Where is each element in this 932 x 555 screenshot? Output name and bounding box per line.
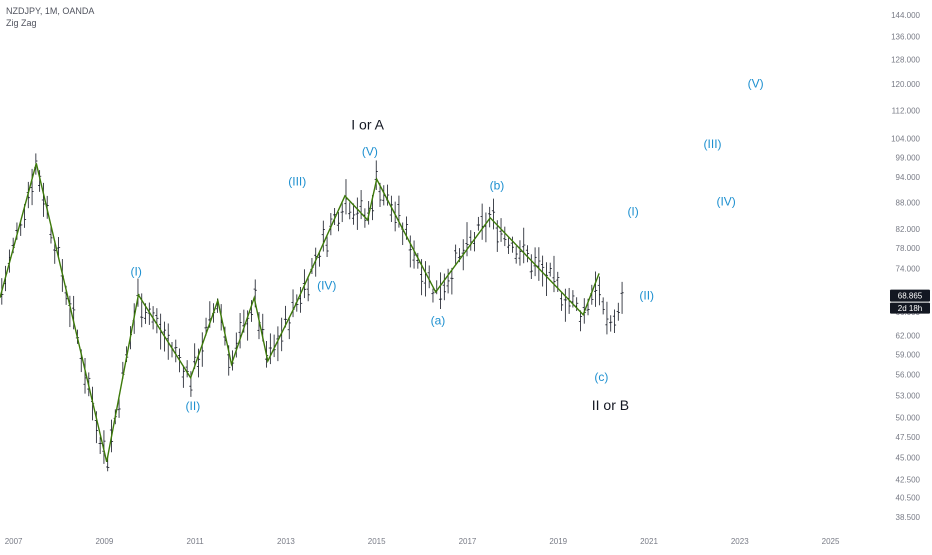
symbol-line: NZDJPY, 1M, OANDA bbox=[6, 6, 95, 16]
y-tick-label: 112.000 bbox=[892, 107, 921, 116]
y-tick-label: 59.000 bbox=[896, 350, 921, 359]
zigzag-line bbox=[0, 163, 600, 463]
y-tick-label: 120.000 bbox=[891, 80, 920, 89]
countdown-value: 2d 18h bbox=[898, 304, 922, 313]
x-tick-label: 2023 bbox=[731, 537, 749, 546]
y-tick-label: 74.000 bbox=[896, 264, 921, 273]
x-tick-label: 2017 bbox=[459, 537, 477, 546]
y-tick-label: 62.000 bbox=[896, 332, 921, 341]
y-tick-label: 128.000 bbox=[891, 56, 920, 65]
y-tick-label: 53.000 bbox=[896, 391, 921, 400]
wave-label-major: I or A bbox=[351, 117, 384, 133]
y-tick-label: 78.000 bbox=[896, 244, 921, 253]
y-tick-label: 56.000 bbox=[896, 370, 921, 379]
wave-label: (a) bbox=[431, 314, 446, 328]
x-tick-label: 2021 bbox=[640, 537, 658, 546]
x-tick-label: 2025 bbox=[822, 537, 840, 546]
wave-label: (IV) bbox=[716, 194, 735, 208]
wave-label: (V) bbox=[748, 76, 764, 90]
x-tick-label: 2019 bbox=[549, 537, 567, 546]
indicator-name: Zig Zag bbox=[6, 18, 37, 28]
y-tick-label: 88.000 bbox=[896, 198, 921, 207]
countdown-tag bbox=[890, 302, 930, 314]
x-tick-label: 2013 bbox=[277, 537, 295, 546]
wave-label: (IV) bbox=[317, 278, 336, 292]
y-tick-label: 38.500 bbox=[896, 513, 921, 522]
y-tick-label: 50.000 bbox=[896, 413, 921, 422]
x-tick-label: 2015 bbox=[368, 537, 386, 546]
wave-label: (II) bbox=[639, 288, 654, 302]
x-tick-label: 2007 bbox=[5, 537, 23, 546]
y-tick-label: 94.000 bbox=[896, 173, 921, 182]
price-tag bbox=[890, 289, 930, 302]
y-tick-label: 40.500 bbox=[896, 494, 921, 503]
wave-label: (V) bbox=[362, 145, 378, 159]
wave-label: (III) bbox=[288, 174, 306, 188]
wave-label: (III) bbox=[704, 137, 722, 151]
wave-label: (II) bbox=[186, 399, 201, 413]
y-tick-label: 47.500 bbox=[896, 433, 921, 442]
y-tick-label: 104.000 bbox=[891, 135, 920, 144]
price-tag-value: 68.865 bbox=[898, 292, 923, 301]
y-tick-label: 99.000 bbox=[896, 153, 921, 162]
y-tick-label: 136.000 bbox=[891, 33, 920, 42]
y-tick-label: 82.000 bbox=[896, 225, 921, 234]
x-tick-label: 2011 bbox=[187, 537, 205, 546]
wave-label: (b) bbox=[490, 179, 505, 193]
x-tick-label: 2009 bbox=[95, 537, 113, 546]
y-tick-label: 45.000 bbox=[896, 454, 921, 463]
y-tick-label: 42.500 bbox=[896, 475, 921, 484]
wave-label: (I) bbox=[627, 205, 638, 219]
wave-label: (I) bbox=[130, 265, 141, 279]
y-tick-label: 144.000 bbox=[891, 11, 920, 20]
wave-label-major: II or B bbox=[592, 397, 629, 413]
chart-header: NZDJPY, 1M, OANDA Zig Zag bbox=[6, 5, 94, 29]
wave-label: (c) bbox=[594, 370, 608, 384]
